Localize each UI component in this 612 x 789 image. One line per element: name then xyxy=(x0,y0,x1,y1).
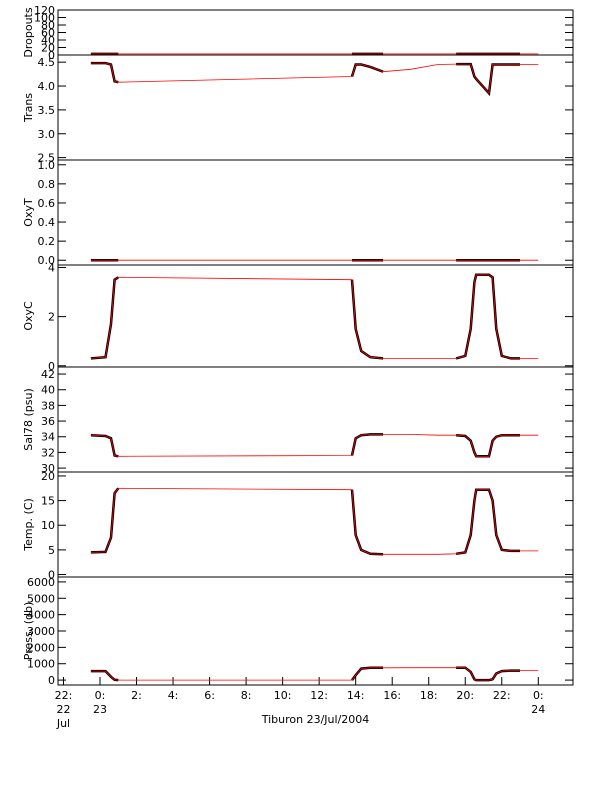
data-line xyxy=(91,63,538,93)
y-tick-label: 2000 xyxy=(27,641,55,654)
connect-line xyxy=(90,667,539,681)
y-axis-label: Temp. (C) xyxy=(22,498,35,552)
x-tick-label: 20: xyxy=(456,689,474,702)
y-axis-label: Press. (db) xyxy=(22,602,35,661)
y-axis-label: Dropouts xyxy=(22,7,35,57)
x-tick-date: 24 xyxy=(531,703,545,716)
y-tick-label: 60 xyxy=(41,27,55,40)
panel-frame xyxy=(57,159,574,266)
y-tick-label: 0.6 xyxy=(38,197,56,210)
x-tick-label: 16: xyxy=(383,689,401,702)
connect-line xyxy=(90,274,539,359)
y-tick-label: 42 xyxy=(41,368,55,381)
x-tick-label: 14: xyxy=(347,689,365,702)
x-tick-label: 22: xyxy=(493,689,511,702)
y-tick-label: 38 xyxy=(41,399,55,412)
x-tick-label: 22: xyxy=(55,689,73,702)
x-tick-label: 0: xyxy=(533,689,544,702)
connect-line xyxy=(90,487,539,555)
y-axis-label: Trans xyxy=(22,93,35,123)
x-tick-label: 18: xyxy=(420,689,438,702)
data-line xyxy=(91,488,538,554)
y-tick-label: 2.5 xyxy=(38,152,56,165)
x-tick-label: 4: xyxy=(168,689,179,702)
y-tick-label: 0.8 xyxy=(38,178,56,191)
x-tick-date: Jul xyxy=(56,717,70,730)
x-axis-label: Tiburon 23/Jul/2004 xyxy=(261,713,370,726)
y-tick-label: 34 xyxy=(41,431,55,444)
x-tick-label: 6: xyxy=(204,689,215,702)
y-tick-label: 10 xyxy=(41,519,55,532)
y-tick-label: 1000 xyxy=(27,658,55,671)
y-tick-label: 5 xyxy=(48,544,55,557)
x-tick-label: 10: xyxy=(274,689,292,702)
y-tick-label: 4 xyxy=(48,261,55,274)
y-tick-label: 1.0 xyxy=(38,159,56,172)
y-tick-label: 80 xyxy=(41,19,55,32)
x-tick-date: 23 xyxy=(93,703,107,716)
x-tick-date: 22 xyxy=(56,703,70,716)
panel-frame xyxy=(57,54,574,161)
x-tick-label: 2: xyxy=(131,689,142,702)
y-tick-label: 0.4 xyxy=(38,216,56,229)
connect-line xyxy=(90,62,539,95)
y-tick-label: 20 xyxy=(41,42,55,55)
y-axis-label: OxyT xyxy=(22,198,35,227)
panel-frame xyxy=(57,576,574,686)
y-tick-label: 30 xyxy=(41,462,55,475)
y-tick-label: 4000 xyxy=(27,609,55,622)
y-tick-label: 3.0 xyxy=(38,128,56,141)
y-tick-label: 0.2 xyxy=(38,235,56,248)
y-tick-label: 32 xyxy=(41,446,55,459)
data-line xyxy=(91,434,538,456)
y-tick-label: 100 xyxy=(34,12,55,25)
y-tick-label: 0 xyxy=(48,674,55,687)
x-tick-label: 0: xyxy=(95,689,106,702)
y-tick-label: 40 xyxy=(41,34,55,47)
y-tick-label: 4.5 xyxy=(38,56,56,69)
panel-frame xyxy=(57,9,574,56)
y-tick-label: 6000 xyxy=(27,576,55,589)
x-tick-label: 12: xyxy=(310,689,328,702)
y-tick-label: 15 xyxy=(41,495,55,508)
y-tick-label: 0 xyxy=(48,569,55,582)
y-axis-label: OxyC xyxy=(22,301,35,331)
y-tick-label: 0.0 xyxy=(38,254,56,267)
data-line xyxy=(91,275,538,359)
x-tick-label: 8: xyxy=(241,689,252,702)
y-tick-label: 120 xyxy=(34,4,55,17)
y-tick-label: 3.5 xyxy=(38,104,56,117)
y-tick-label: 0 xyxy=(48,360,55,373)
y-tick-label: 40 xyxy=(41,384,55,397)
y-tick-label: 2 xyxy=(48,311,55,324)
y-axis-label: Sal78 (psu) xyxy=(22,388,35,451)
data-line xyxy=(91,668,538,680)
y-tick-label: 0 xyxy=(48,49,55,62)
y-tick-label: 36 xyxy=(41,415,55,428)
y-tick-label: 20 xyxy=(41,470,55,483)
connect-line xyxy=(90,434,539,457)
y-tick-label: 5000 xyxy=(27,592,55,605)
y-tick-label: 4.0 xyxy=(38,80,56,93)
y-tick-label: 3000 xyxy=(27,625,55,638)
